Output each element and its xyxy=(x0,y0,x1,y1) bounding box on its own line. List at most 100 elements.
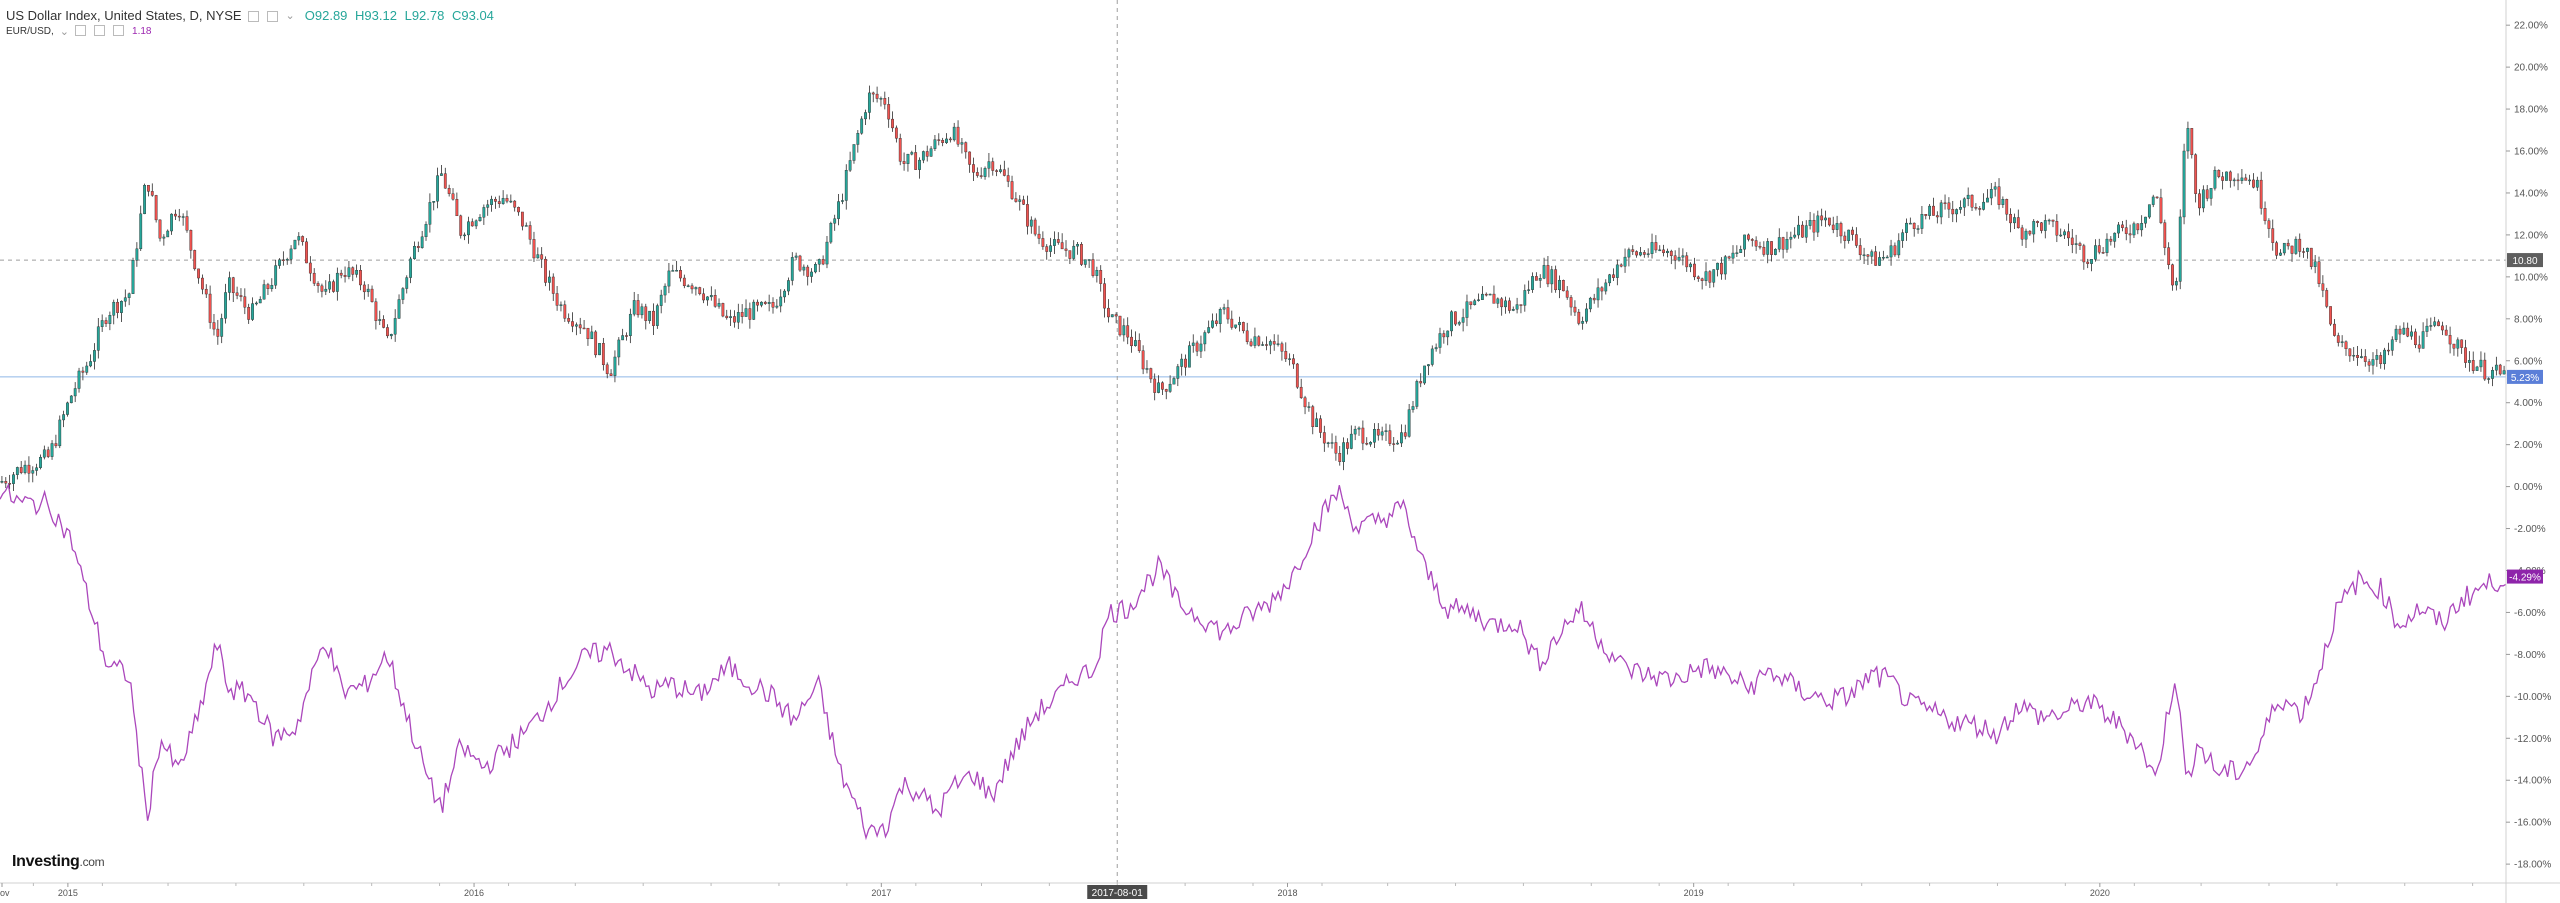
settings-icon[interactable] xyxy=(247,8,261,23)
y-tick-label: 20.00% xyxy=(2514,63,2548,74)
candle-body xyxy=(1076,244,1079,247)
chevron-down-icon[interactable]: ⌄ xyxy=(59,25,70,38)
candle-body xyxy=(760,301,763,306)
symbol-title: US Dollar Index, United States, D, NYSE xyxy=(6,7,242,23)
candle-body xyxy=(2479,359,2483,368)
candle-body xyxy=(864,112,867,120)
candle-body xyxy=(293,239,297,250)
candle-body xyxy=(1693,263,1696,278)
candle-body xyxy=(127,293,131,298)
close-icon[interactable] xyxy=(266,8,280,23)
chevron-down-icon[interactable]: ⌄ xyxy=(285,9,295,22)
candle-body xyxy=(135,248,139,261)
candle-body xyxy=(860,118,864,134)
candle-body xyxy=(1635,251,1639,256)
candle-body xyxy=(2255,179,2259,188)
candle-body xyxy=(2379,355,2383,365)
candle-body xyxy=(698,287,702,295)
candle-body xyxy=(960,142,964,145)
candle-body xyxy=(1400,432,1403,444)
candle-body xyxy=(521,211,524,227)
candle-body xyxy=(1049,245,1052,252)
candle-body xyxy=(1477,299,1480,301)
eye-icon[interactable] xyxy=(75,25,88,37)
candle-body xyxy=(790,257,794,281)
settings-icon[interactable] xyxy=(94,25,107,37)
candle-body xyxy=(2020,227,2024,240)
candle-body xyxy=(1750,239,1754,241)
candle-body xyxy=(582,327,586,330)
candle-body xyxy=(2267,220,2271,229)
candle-body xyxy=(763,301,767,304)
candle-body xyxy=(2082,245,2086,263)
candle-body xyxy=(359,270,362,286)
candle-body xyxy=(131,260,135,294)
candle-body xyxy=(1134,340,1137,347)
candle-body xyxy=(2016,217,2020,229)
y-tick-label: 12.00% xyxy=(2514,230,2548,241)
candle-body xyxy=(2040,222,2043,231)
close-icon[interactable] xyxy=(113,25,126,37)
candle-body xyxy=(251,303,254,320)
candle-body xyxy=(682,277,686,287)
candle-body xyxy=(1511,309,1515,311)
candle-body xyxy=(139,213,143,250)
candle-body xyxy=(42,449,46,458)
candle-body xyxy=(1407,409,1411,437)
candle-body xyxy=(455,199,459,217)
candle-body xyxy=(2475,366,2479,371)
candle-body xyxy=(640,306,644,316)
candle-body xyxy=(632,300,636,315)
candle-body xyxy=(1758,245,1762,248)
candle-body xyxy=(918,159,921,170)
candle-body xyxy=(1500,298,1504,308)
close-value: C93.04 xyxy=(451,7,494,23)
candle-body xyxy=(235,292,239,296)
candle-body xyxy=(2387,349,2390,352)
candle-body xyxy=(1662,249,1665,254)
candle-body xyxy=(1677,256,1681,261)
candle-body xyxy=(89,361,93,367)
candle-body xyxy=(752,301,756,320)
candle-body xyxy=(2429,325,2433,327)
candle-body xyxy=(1068,250,1072,259)
candle-body xyxy=(628,313,632,337)
candle-body xyxy=(1230,318,1234,328)
candle-body xyxy=(2491,369,2494,379)
candle-body xyxy=(289,248,293,260)
candle-body xyxy=(517,207,520,213)
candle-body xyxy=(505,198,509,202)
candle-body xyxy=(1396,442,1399,445)
candle-body xyxy=(174,213,177,217)
candle-body xyxy=(551,276,555,294)
candle-body xyxy=(1912,222,1916,229)
candle-body xyxy=(409,258,412,278)
candle-body xyxy=(54,443,58,447)
reference-value-badge xyxy=(2507,253,2543,268)
candle-body xyxy=(883,98,887,105)
candle-body xyxy=(1342,442,1346,462)
candle-body xyxy=(2464,347,2467,363)
candle-body xyxy=(2209,188,2213,199)
candle-body xyxy=(1901,232,1905,241)
candle-body xyxy=(39,456,42,468)
candle-body xyxy=(775,305,779,308)
candle-body xyxy=(2055,221,2059,236)
candle-body xyxy=(605,364,609,374)
candle-body xyxy=(713,295,717,307)
candle-body xyxy=(1581,321,1585,324)
candle-body xyxy=(1982,201,1985,210)
logo-text: Investing xyxy=(12,853,80,870)
candle-body xyxy=(397,299,401,319)
candle-body xyxy=(112,301,116,316)
candle-body xyxy=(50,443,54,457)
candle-body xyxy=(424,224,428,238)
candle-body xyxy=(1060,242,1064,250)
candle-body xyxy=(1303,397,1307,408)
candle-body xyxy=(1824,217,1827,221)
candle-body xyxy=(532,239,536,259)
candle-body xyxy=(1222,307,1226,310)
candle-body xyxy=(1091,259,1095,276)
